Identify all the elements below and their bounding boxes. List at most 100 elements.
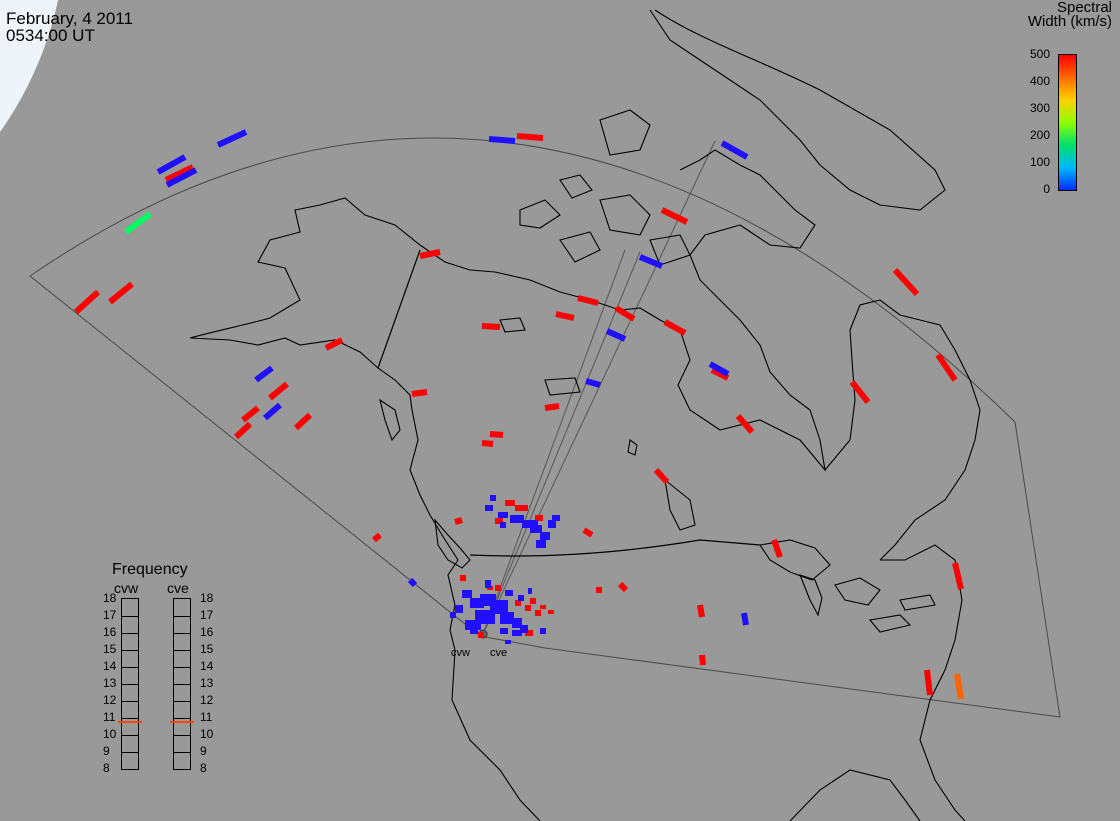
arctic-island (559, 231, 601, 263)
frequency-grid-line (122, 701, 138, 702)
echo-cell (500, 628, 508, 634)
echo-segment (156, 154, 187, 175)
scatter-other-group (124, 211, 964, 700)
echo-segment (954, 673, 964, 700)
echo-segment (454, 517, 463, 525)
echo-cell (465, 620, 481, 630)
echo-segment (660, 207, 689, 225)
arctic-island (649, 234, 691, 266)
echo-cell (455, 605, 463, 613)
echo-cell (498, 512, 508, 518)
echo-segment (555, 311, 575, 321)
lake-winnipeg (664, 478, 696, 531)
canada-us-border (469, 539, 761, 557)
echo-segment (699, 654, 706, 666)
colorbar-tick-label: 200 (1029, 128, 1050, 142)
lake-huron (834, 577, 881, 606)
lake-michigan (799, 574, 823, 617)
echo-segment (324, 337, 344, 351)
echo-cell (530, 525, 542, 533)
frequency-tick-label: 17 (200, 608, 214, 622)
echo-segment (924, 669, 933, 696)
echo-segment (585, 378, 601, 388)
colorbar-tick-label: 100 (1029, 155, 1050, 169)
echo-segment (488, 136, 516, 144)
frequency-tick-label: 18 (103, 591, 117, 605)
echo-segment (577, 295, 599, 306)
frequency-grid-line (174, 667, 190, 668)
echo-cell (540, 628, 546, 634)
frequency-tick-label: 13 (103, 676, 117, 690)
frequency-grid-line (122, 684, 138, 685)
echo-segment (164, 164, 195, 183)
fov-outline (29, 137, 1061, 718)
echo-segment (263, 402, 282, 421)
frequency-tick-label: 16 (200, 625, 214, 639)
echo-cell (548, 610, 554, 614)
frequency-tick-label: 17 (103, 608, 117, 622)
frequency-box-cve (170, 598, 194, 770)
echo-segment (216, 129, 248, 148)
frequency-grid-line (122, 650, 138, 651)
frequency-tick-label: 10 (200, 727, 214, 741)
arctic-island (519, 199, 561, 229)
frequency-tick-label: 16 (103, 625, 117, 639)
echo-cell (460, 575, 466, 581)
echo-cell (505, 590, 513, 596)
frequency-grid-line (174, 701, 190, 702)
frequency-tick-label: 10 (103, 727, 117, 741)
echo-segment (741, 612, 749, 626)
beam-line (482, 251, 641, 635)
echo-segment (254, 365, 274, 383)
radar-name-cve: cve (167, 580, 189, 596)
echo-segment (614, 305, 636, 322)
echo-segment (708, 361, 730, 377)
lake-superior (759, 539, 831, 581)
frequency-tick-label: 11 (103, 710, 116, 724)
alaska-north-coast (189, 197, 496, 339)
echo-cell (505, 500, 515, 506)
echo-segment (935, 353, 958, 382)
echo-cell (520, 625, 528, 633)
colorbar-tick-label: 500 (1029, 47, 1050, 61)
echo-cell (485, 505, 493, 511)
frequency-grid-line (174, 650, 190, 651)
daylight-region (0, 0, 58, 132)
echo-segment (108, 281, 134, 305)
echo-segment (481, 440, 494, 447)
echo-segment (892, 267, 920, 297)
echo-cell (540, 532, 550, 540)
frequency-tick-label: 8 (103, 761, 110, 775)
frequency-tick-label: 9 (103, 744, 110, 758)
political-borders (377, 249, 761, 557)
echo-cell (500, 522, 506, 528)
echo-cell (450, 612, 456, 618)
frequency-grid-line (122, 718, 138, 719)
echo-segment (617, 581, 629, 593)
echo-segment (372, 532, 382, 543)
echo-cell (512, 630, 522, 636)
echo-segment (582, 527, 594, 538)
frequency-grid-line (122, 667, 138, 668)
frequency-grid-line (174, 684, 190, 685)
echo-cell (535, 610, 541, 616)
frequency-tick-label: 13 (200, 676, 214, 690)
labrador-coast (824, 299, 981, 561)
frequency-tick-label: 12 (103, 693, 117, 707)
frequency-tick-label: 14 (200, 659, 214, 673)
echo-cell (495, 585, 501, 591)
echo-segment (516, 133, 544, 141)
echo-segment (653, 467, 670, 485)
frequency-box-cvw (118, 598, 142, 770)
echo-cell (548, 520, 556, 528)
echo-segment (73, 289, 101, 315)
echo-segment (544, 403, 560, 411)
echo-cell (495, 518, 503, 524)
frequency-tick-label: 15 (103, 642, 117, 656)
frequency-tick-label: 11 (200, 710, 213, 724)
frequency-tick-label: 9 (200, 744, 207, 758)
colorbar-tick-label: 400 (1029, 74, 1050, 88)
echo-cell (520, 505, 528, 511)
